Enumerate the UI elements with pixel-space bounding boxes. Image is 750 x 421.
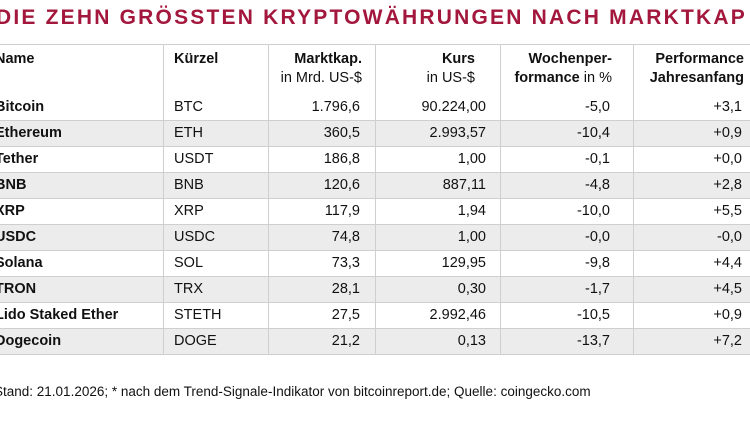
header-text: Wochenper- (528, 51, 612, 67)
symbol: BNB (174, 177, 204, 193)
market-cap: 27,5 (331, 307, 360, 323)
column-rule (163, 44, 164, 355)
header-name: Name (0, 50, 35, 69)
footnote: Stand: 21.01.2026; * nach dem Trend-Sign… (0, 384, 591, 399)
ytd-performance: +3,1 (713, 99, 742, 115)
coin-name: USDC (0, 229, 37, 245)
symbol: SOL (174, 255, 204, 271)
price: 1,00 (457, 229, 486, 245)
ytd-performance: +0,9 (713, 307, 742, 323)
symbol: XRP (174, 203, 204, 219)
price: 887,11 (442, 177, 486, 193)
market-cap: 186,8 (323, 151, 360, 167)
week-performance: -0,0 (585, 229, 610, 245)
market-cap: 74,8 (331, 229, 360, 245)
week-performance: -0,1 (585, 151, 610, 167)
ytd-performance: +7,2 (713, 333, 742, 349)
week-performance: -9,8 (585, 255, 610, 271)
price: 129,95 (441, 255, 486, 271)
header-market-cap: Marktkap. in Mrd. US-$ (281, 50, 362, 88)
price: 0,13 (457, 333, 486, 349)
column-rule (500, 44, 501, 355)
ytd-performance: +2,8 (713, 177, 742, 193)
market-cap: 1.796,6 (311, 99, 360, 115)
header-unit: in US-$ (426, 70, 475, 86)
week-performance: -10,0 (576, 203, 610, 219)
price: 2.993,57 (429, 125, 486, 141)
price: 1,94 (457, 203, 486, 219)
header-price: Kurs in US-$ (427, 50, 475, 88)
header-text: Performance (655, 51, 744, 67)
week-performance: -13,7 (576, 333, 610, 349)
week-performance: -4,8 (585, 177, 610, 193)
market-cap: 28,1 (331, 281, 360, 297)
coin-name: Bitcoin (0, 99, 45, 115)
price: 2.992,46 (429, 307, 486, 323)
column-rule (268, 44, 269, 355)
ytd-performance: +4,5 (713, 281, 742, 297)
symbol: DOGE (174, 333, 217, 349)
week-performance: -10,5 (576, 307, 610, 323)
coin-name: Dogecoin (0, 333, 62, 349)
header-text: Kurs (441, 51, 475, 67)
coin-name: Lido Staked Ether (0, 307, 119, 323)
coin-name: TRON (0, 281, 37, 297)
week-performance: -10,4 (576, 125, 610, 141)
week-performance: -1,7 (585, 281, 610, 297)
coin-name: BNB (0, 177, 27, 193)
coin-name: XRP (0, 203, 25, 219)
price: 90.224,00 (421, 99, 486, 115)
symbol: TRX (174, 281, 203, 297)
symbol: ETH (174, 125, 203, 141)
coin-name: Tether (0, 151, 39, 167)
coin-name: Solana (0, 255, 43, 271)
symbol: USDT (174, 151, 214, 167)
header-text: formance (514, 70, 580, 86)
column-rule (375, 44, 376, 355)
ytd-performance: +0,0 (713, 151, 742, 167)
week-performance: -5,0 (585, 99, 610, 115)
header-text: Marktkap. (294, 51, 362, 67)
ytd-performance: +5,5 (713, 203, 742, 219)
symbol: BTC (174, 99, 203, 115)
ytd-performance: -0,0 (717, 229, 742, 245)
header-ytd: Performance Jahresanfang (650, 50, 744, 88)
market-cap: 120,6 (323, 177, 360, 193)
market-cap: 21,2 (331, 333, 360, 349)
symbol: USDC (174, 229, 216, 245)
price: 0,30 (457, 281, 486, 297)
column-rule (633, 44, 634, 355)
header-symbol: Kürzel (174, 50, 218, 69)
ytd-performance: +4,4 (713, 255, 742, 271)
header-text: Name (0, 51, 35, 67)
price: 1,00 (457, 151, 486, 167)
header-unit: in % (583, 70, 612, 86)
title: DIE ZEHN GRÖSSTEN KRYPTOWÄHRUNGEN NACH M… (0, 6, 747, 29)
market-cap: 73,3 (331, 255, 360, 271)
symbol: STETH (174, 307, 222, 323)
header-week: Wochenper- formance in % (514, 50, 612, 88)
market-cap: 117,9 (324, 203, 360, 219)
header-unit: in Mrd. US-$ (280, 70, 362, 86)
coin-name: Ethereum (0, 125, 62, 141)
ytd-performance: +0,9 (713, 125, 742, 141)
market-cap: 360,5 (323, 125, 360, 141)
header-text: Kürzel (174, 51, 219, 67)
header-text: Jahresanfang (649, 70, 744, 86)
